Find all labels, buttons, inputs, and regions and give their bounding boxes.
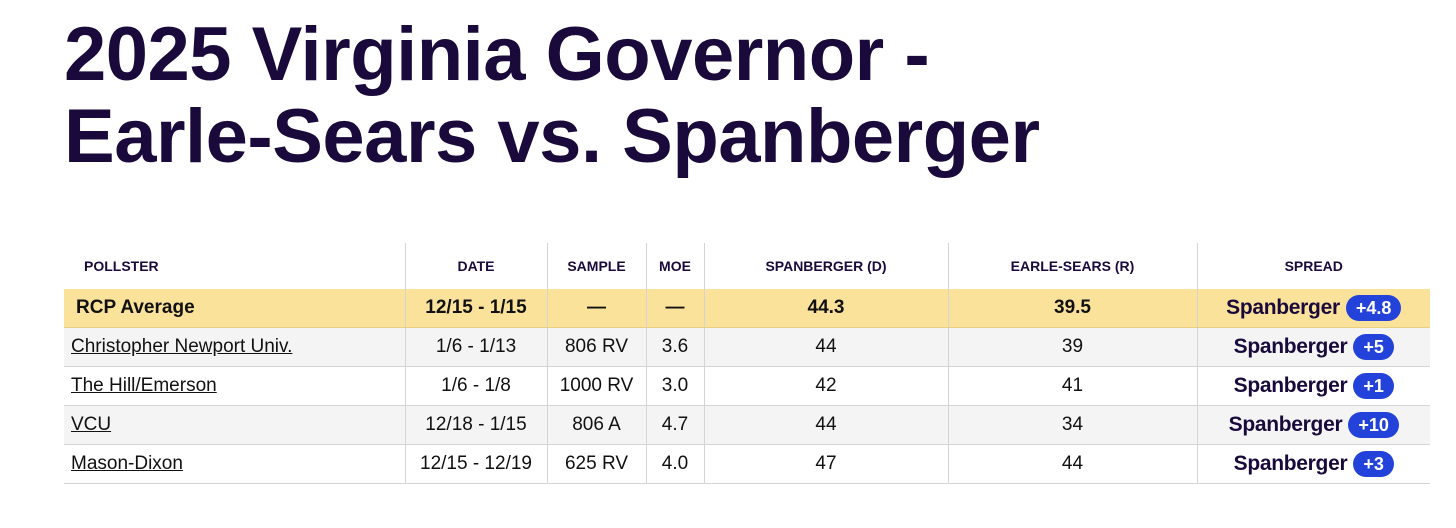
row-sample: 806 A	[546, 405, 646, 445]
average-sample: —	[546, 289, 646, 328]
row-spanberger: 44	[703, 405, 948, 445]
spread-badge: +3	[1353, 451, 1394, 477]
row-sample: 1000 RV	[546, 366, 646, 406]
spread-badge: +4.8	[1345, 295, 1402, 321]
pollster-link[interactable]: The Hill/Emerson	[71, 375, 217, 396]
spread-leader: Spanberger	[1233, 335, 1348, 358]
table-row: Christopher Newport Univ. 1/6 - 1/13 806…	[64, 327, 1430, 367]
row-pollster: Mason-Dixon	[64, 444, 405, 484]
page-title: 2025 Virginia Governor - Earle-Sears vs.…	[64, 14, 1364, 178]
spread-cell: Spanberger +4.8	[1226, 295, 1402, 321]
spread-leader: Spanberger	[1228, 413, 1343, 436]
table-header-row: POLLSTER DATE SAMPLE MOE SPANBERGER (D) …	[64, 243, 1430, 289]
pollster-link[interactable]: Mason-Dixon	[71, 453, 183, 474]
average-moe: —	[645, 289, 704, 328]
row-date: 1/6 - 1/8	[404, 366, 547, 406]
row-spanberger: 42	[703, 366, 948, 406]
page-title-line-2: Earle-Sears vs. Spanberger	[64, 94, 1040, 179]
table-row: The Hill/Emerson 1/6 - 1/8 1000 RV 3.0 4…	[64, 366, 1430, 406]
row-spanberger: 47	[703, 444, 948, 484]
spread-leader: Spanberger	[1233, 374, 1348, 397]
header-date: DATE	[404, 243, 547, 289]
spread-cell: Spanberger +3	[1234, 451, 1394, 477]
row-moe: 4.0	[645, 444, 704, 484]
pollster-link[interactable]: VCU	[71, 414, 112, 435]
row-spread: Spanberger +10	[1196, 405, 1430, 445]
header-earle-sears: EARLE-SEARS (R)	[947, 243, 1197, 289]
row-date: 12/18 - 1/15	[404, 405, 547, 445]
header-sample: SAMPLE	[546, 243, 646, 289]
spread-badge: +5	[1353, 334, 1394, 360]
row-pollster: VCU	[64, 405, 405, 445]
average-earle-sears: 39.5	[947, 289, 1197, 328]
header-spread: SPREAD	[1196, 243, 1430, 289]
row-spanberger: 44	[703, 327, 948, 367]
spread-cell: Spanberger +10	[1229, 412, 1399, 438]
spread-leader: Spanberger	[1226, 296, 1340, 319]
polls-table: POLLSTER DATE SAMPLE MOE SPANBERGER (D) …	[64, 243, 1430, 484]
row-sample: 806 RV	[546, 327, 646, 367]
row-moe: 4.7	[645, 405, 704, 445]
row-sample: 625 RV	[546, 444, 646, 484]
header-moe: MOE	[645, 243, 704, 289]
spread-cell: Spanberger +5	[1234, 334, 1394, 360]
row-date: 12/15 - 12/19	[404, 444, 547, 484]
row-moe: 3.0	[645, 366, 704, 406]
header-pollster: POLLSTER	[84, 258, 159, 274]
average-date: 12/15 - 1/15	[404, 289, 547, 328]
row-earle-sears: 34	[947, 405, 1197, 445]
header-spanberger: SPANBERGER (D)	[703, 243, 948, 289]
pollster-link[interactable]: Christopher Newport Univ.	[71, 336, 293, 357]
table-row: VCU 12/18 - 1/15 806 A 4.7 44 34 Spanber…	[64, 405, 1430, 445]
average-spanberger: 44.3	[703, 289, 948, 328]
spread-badge: +10	[1348, 412, 1399, 438]
spread-badge: +1	[1353, 373, 1394, 399]
row-spread: Spanberger +3	[1196, 444, 1430, 484]
spread-leader: Spanberger	[1233, 452, 1348, 475]
average-spread: Spanberger +4.8	[1196, 289, 1430, 328]
row-earle-sears: 44	[947, 444, 1197, 484]
row-spread: Spanberger +1	[1196, 366, 1430, 406]
row-date: 1/6 - 1/13	[404, 327, 547, 367]
row-spread: Spanberger +5	[1196, 327, 1430, 367]
row-earle-sears: 39	[947, 327, 1197, 367]
row-earle-sears: 41	[947, 366, 1197, 406]
spread-cell: Spanberger +1	[1234, 373, 1394, 399]
row-pollster: Christopher Newport Univ.	[64, 327, 405, 367]
row-pollster: The Hill/Emerson	[64, 366, 405, 406]
page-title-line-1: 2025 Virginia Governor -	[64, 12, 930, 97]
row-moe: 3.6	[645, 327, 704, 367]
table-row: Mason-Dixon 12/15 - 12/19 625 RV 4.0 47 …	[64, 444, 1430, 484]
average-pollster: RCP Average	[64, 289, 405, 328]
rcp-average-row: RCP Average 12/15 - 1/15 — — 44.3 39.5 S…	[64, 289, 1430, 328]
